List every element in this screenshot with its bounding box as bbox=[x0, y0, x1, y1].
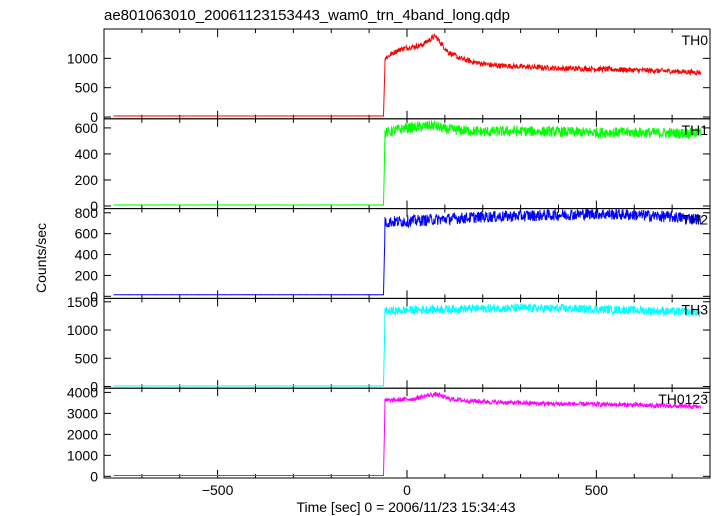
y-tick-label: 0 bbox=[90, 288, 98, 304]
y-tick-label: 1500 bbox=[67, 294, 98, 310]
panel-label: TH0123 bbox=[658, 391, 708, 407]
panel-label: TH0 bbox=[682, 32, 709, 48]
y-tick-label: 0 bbox=[90, 468, 98, 484]
lightcurve-series bbox=[113, 302, 701, 387]
y-tick-label: 3000 bbox=[67, 405, 98, 421]
y-tick-label: 800 bbox=[75, 205, 99, 221]
y-tick-label: 500 bbox=[75, 80, 99, 96]
y-tick-label: 200 bbox=[75, 267, 99, 283]
lightcurve-series bbox=[113, 391, 701, 476]
x-tick-label: 0 bbox=[403, 482, 411, 498]
panel-frame bbox=[103, 28, 711, 120]
panel-label: TH2 bbox=[682, 212, 709, 228]
y-tick-label: 0 bbox=[90, 109, 98, 125]
panel-th0123: 0 1000 2000 3000 4000 TH0123 bbox=[67, 384, 711, 484]
lightcurve-series bbox=[113, 208, 701, 296]
y-tick-label: 0 bbox=[90, 379, 98, 395]
y-tick-label: 1000 bbox=[67, 322, 98, 338]
y-tick-label: 400 bbox=[75, 247, 99, 263]
lightcurve-series bbox=[113, 33, 701, 117]
panel-frame bbox=[103, 387, 711, 479]
y-tick-label: 1000 bbox=[67, 447, 98, 463]
y-tick-label: 600 bbox=[75, 226, 99, 242]
panels-group: 0 500 1000 TH0 0 200 400 600 TH1 0 200 400 600 800 TH2… bbox=[67, 28, 711, 498]
chart-title: ae801063010_20061123153443_wam0_trn_4ban… bbox=[104, 7, 510, 24]
y-tick-label: 500 bbox=[75, 350, 99, 366]
panel-th0: 0 500 1000 TH0 bbox=[67, 28, 711, 125]
y-tick-label: 2000 bbox=[67, 426, 98, 442]
panel-th3: 0 500 1000 1500 TH3 bbox=[67, 294, 711, 395]
panel-label: TH3 bbox=[682, 301, 709, 317]
x-tick-label: −500 bbox=[202, 482, 234, 498]
y-tick-label: 200 bbox=[75, 172, 99, 188]
y-tick-label: 1000 bbox=[67, 50, 98, 66]
panel-label: TH1 bbox=[682, 122, 709, 138]
y-tick-label: 400 bbox=[75, 146, 99, 162]
x-tick-label: 500 bbox=[585, 482, 609, 498]
panel-th2: 0 200 400 600 800 TH2 bbox=[75, 205, 711, 304]
lightcurve-series bbox=[113, 119, 701, 206]
y-tick-label: 0 bbox=[90, 198, 98, 214]
y-tick-label: 600 bbox=[75, 120, 99, 136]
y-axis-label: Counts/sec bbox=[33, 223, 49, 293]
panel-th1: 0 200 400 600 TH1 bbox=[75, 118, 711, 214]
x-axis-label: Time [sec] 0 = 2006/11/23 15:34:43 bbox=[296, 499, 515, 515]
y-tick-label: 4000 bbox=[67, 384, 98, 400]
